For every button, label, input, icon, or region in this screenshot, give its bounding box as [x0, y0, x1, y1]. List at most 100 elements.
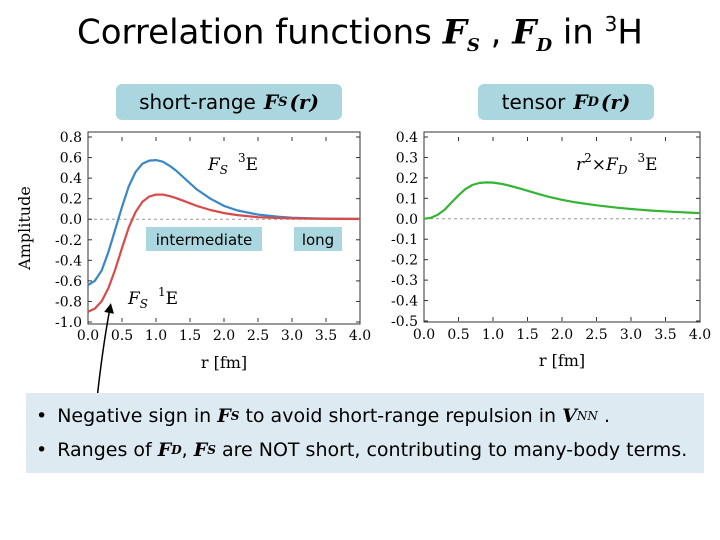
bullet-2-sub2: S: [207, 443, 216, 457]
x-tick-label: 4.0: [689, 327, 711, 343]
bullet-1-text-b: to avoid short-range repulsion in: [245, 405, 557, 427]
x-tick-label: 2.0: [551, 327, 573, 343]
legend-r: r: [576, 155, 585, 175]
x-tick-label: 1.5: [516, 327, 538, 343]
y-tick-label: 0.0: [396, 212, 418, 228]
x-tick-label: 1.5: [179, 328, 201, 344]
x-tick-label: 3.0: [620, 327, 642, 343]
x-tick-label: 1.0: [482, 327, 504, 343]
legend-fs3e: FS3E: [207, 151, 258, 177]
legend-fd-sub: D: [617, 163, 628, 177]
slide-title: Correlation functions FS , FD in 3H: [0, 12, 720, 56]
legend-fs1e-sym: F: [127, 289, 141, 309]
x-tick-label: 0.5: [447, 327, 469, 343]
title-fs-symbol: F: [442, 12, 467, 53]
bullet-2-sym2: F: [193, 439, 208, 461]
fs-func-arg: (r): [289, 90, 319, 114]
right-series-group: [423, 181, 701, 220]
title-fd-sub: D: [536, 35, 553, 57]
title-fs-sub: S: [466, 35, 480, 57]
bullet-2-sym1: F: [157, 439, 172, 461]
x-tick-label: 4.0: [349, 328, 371, 344]
title-sep: ,: [490, 12, 502, 53]
y-tick-label: -0.8: [55, 294, 82, 310]
legend-fs1e-sub: S: [140, 297, 148, 311]
bullet-1-vsub: NN: [576, 409, 598, 423]
bullet-1-dot: •: [36, 405, 48, 427]
y-tick-label: -0.6: [55, 274, 82, 290]
y-tick-label: 0.4: [396, 130, 418, 146]
x-tick-label: 0.5: [111, 328, 133, 344]
x-tick-label: 3.5: [654, 327, 676, 343]
x-tick-label: 1.0: [145, 328, 167, 344]
left-ticks: 0.0 0.5 1.0 1.5 2.0 2.5 3.0 3.5 4.0 0.8 0.6 0.4 0.2 0…: [55, 130, 371, 344]
legend-fs3e-sym: F: [207, 155, 221, 175]
y-tick-label: -0.5: [391, 314, 418, 330]
fd-func-arg: (r): [600, 90, 631, 114]
bullet-2-text-b: are NOT short, contributing to many-body…: [221, 439, 688, 461]
fd-func-sub: D: [587, 94, 599, 110]
short-range-label: short-range: [139, 90, 256, 114]
legend-fd-mass: 3: [637, 151, 645, 165]
legend-fs3e-mass: 3: [238, 151, 246, 165]
y-tick-label: -0.4: [391, 294, 418, 310]
bullet-1-end: .: [603, 405, 610, 427]
right-xlabel: r [fm]: [539, 351, 585, 370]
title-prefix: Correlation functions: [77, 12, 432, 53]
fs-func-sub: S: [278, 94, 288, 110]
x-tick-label: 3.0: [281, 328, 303, 344]
bullet-1-text-a: Negative sign in: [57, 405, 212, 427]
series-line: [423, 181, 701, 220]
legend-fs1e-mass: 1: [158, 285, 166, 299]
bullet-2-comma: ,: [181, 439, 188, 461]
bullet-1-sym: F: [217, 405, 231, 427]
right-plot-frame: [423, 131, 701, 323]
title-nuc-mass: 3: [604, 12, 618, 36]
y-tick-label: 0.2: [60, 192, 82, 208]
y-tick-label: -0.1: [391, 232, 418, 248]
x-tick-label: 2.5: [585, 327, 607, 343]
short-range-label-box: short-range F S (r): [116, 84, 342, 120]
y-tick-label: -0.2: [391, 253, 418, 269]
y-tick-label: -0.4: [55, 253, 82, 269]
title-nucleus: H: [617, 12, 643, 53]
left-series-group: [87, 159, 361, 313]
long-box: [294, 227, 342, 251]
x-tick-label: 0.0: [77, 328, 99, 344]
bullet-1-v: V: [562, 405, 577, 427]
legend-fs1e: FS1E: [127, 285, 178, 311]
x-tick-label: 3.5: [315, 328, 337, 344]
legend-fd-sym: F: [605, 155, 619, 175]
y-tick-label: -0.3: [391, 273, 418, 289]
intermediate-label: intermediate: [156, 231, 253, 249]
y-tick-label: 0.6: [60, 151, 82, 167]
long-label: long: [302, 231, 334, 249]
legend-fs3e-sub: S: [220, 163, 228, 177]
legend-fs1e-e: E: [166, 289, 178, 309]
right-chart: 0.0 0.5 1.0 1.5 2.0 2.5 3.0 3.5 4.0 0.4 0.3 0.2 0.1 0…: [391, 130, 711, 370]
x-tick-label: 2.5: [247, 328, 269, 344]
y-tick-label: 0.4: [60, 171, 82, 187]
legend-fs3e-e: E: [246, 155, 258, 175]
fs-func-symbol: F: [263, 90, 279, 114]
legend-fd-e: E: [645, 155, 657, 175]
bullet-2-text-a: Ranges of: [57, 439, 152, 461]
fd-func-symbol: F: [573, 90, 588, 114]
y-tick-label: 0.0: [60, 212, 82, 228]
left-ylabel: Amplitude: [15, 186, 34, 271]
bullet-2-sub1: D: [171, 443, 182, 457]
legend-r-pow: 2: [584, 151, 592, 165]
y-tick-label: 0.3: [396, 150, 418, 166]
title-in: in: [562, 12, 594, 53]
tensor-label-box: tensor F D (r): [478, 84, 654, 120]
y-tick-label: 0.1: [396, 191, 418, 207]
y-tick-label: -1.0: [55, 315, 82, 331]
y-tick-label: 0.8: [60, 130, 82, 146]
y-tick-label: 0.2: [396, 171, 418, 187]
left-xlabel: r [fm]: [201, 353, 247, 372]
title-fd-symbol: F: [512, 12, 537, 53]
